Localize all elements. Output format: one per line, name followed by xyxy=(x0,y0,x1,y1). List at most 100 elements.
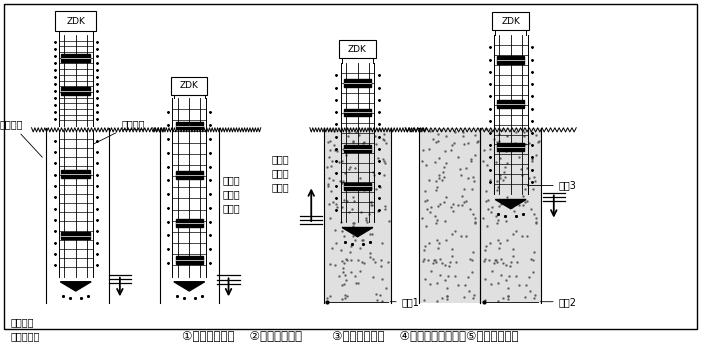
Point xyxy=(419,276,430,282)
Text: ZDK: ZDK xyxy=(501,16,520,26)
Point xyxy=(426,204,437,209)
Point xyxy=(327,177,339,183)
Point xyxy=(494,245,505,251)
Point xyxy=(490,213,501,218)
Point xyxy=(336,296,347,302)
Point xyxy=(447,209,458,214)
Point xyxy=(349,238,360,243)
Point xyxy=(469,215,480,220)
Point xyxy=(508,246,519,252)
Point xyxy=(367,274,379,280)
Point xyxy=(418,248,430,253)
Point xyxy=(491,220,503,226)
Point xyxy=(325,163,336,169)
Point xyxy=(340,257,351,262)
Point xyxy=(367,256,379,261)
Point xyxy=(336,158,348,163)
Point xyxy=(334,273,345,278)
Text: 水泥浆液
由钻头喷出: 水泥浆液 由钻头喷出 xyxy=(11,317,40,341)
Point xyxy=(506,147,517,153)
Point xyxy=(497,295,508,301)
Point xyxy=(429,213,440,218)
Point xyxy=(519,294,531,300)
Point xyxy=(377,136,388,141)
Point xyxy=(494,156,505,161)
Point xyxy=(337,266,348,271)
Point xyxy=(484,177,496,183)
Point xyxy=(321,295,332,301)
Point xyxy=(347,233,358,239)
Point xyxy=(357,259,368,265)
Point xyxy=(338,282,349,287)
Point xyxy=(418,147,429,153)
Point xyxy=(344,164,355,170)
Point xyxy=(349,165,360,170)
Point xyxy=(369,259,381,265)
Bar xyxy=(61,87,90,94)
Point xyxy=(353,281,364,286)
Point xyxy=(484,240,496,245)
Point xyxy=(379,137,390,142)
Point xyxy=(324,215,335,220)
Point xyxy=(466,269,477,274)
Text: ZDK: ZDK xyxy=(348,44,367,54)
Point xyxy=(333,159,344,165)
Point xyxy=(533,139,545,144)
Point xyxy=(466,186,477,191)
Point xyxy=(420,224,431,229)
Bar xyxy=(176,219,203,227)
Point xyxy=(355,245,366,251)
Point xyxy=(492,238,503,243)
Point xyxy=(479,257,491,262)
Point xyxy=(436,295,447,301)
Point xyxy=(367,202,378,208)
Point xyxy=(368,169,379,175)
Bar xyxy=(419,128,480,303)
Point xyxy=(431,184,442,189)
Point xyxy=(347,206,358,212)
Point xyxy=(522,233,533,239)
Point xyxy=(366,185,377,191)
Point xyxy=(433,245,444,251)
Polygon shape xyxy=(495,199,526,209)
Point xyxy=(519,133,530,139)
Point xyxy=(469,132,480,138)
Point xyxy=(522,165,533,170)
Point xyxy=(343,133,354,139)
Point xyxy=(335,219,346,225)
Point xyxy=(507,204,518,210)
Point xyxy=(353,132,365,138)
Point xyxy=(430,139,442,145)
Point xyxy=(482,162,493,168)
Point xyxy=(423,240,435,245)
Point xyxy=(465,158,476,163)
Point xyxy=(339,292,350,298)
Point xyxy=(336,248,347,253)
Point xyxy=(424,128,435,134)
Point xyxy=(530,219,541,225)
Point xyxy=(496,202,507,207)
Point xyxy=(419,198,430,204)
Point xyxy=(337,229,348,234)
Point xyxy=(352,144,363,149)
Point xyxy=(527,186,538,191)
Point xyxy=(439,199,450,204)
Point xyxy=(423,177,435,183)
Point xyxy=(491,178,503,184)
Point xyxy=(510,229,522,234)
Text: ①钻进搅拌下沉    ②桩底重复搅拌        ③钻杆搅拌提升    ④完成一幅墙体搅拌⑤下一循环开始: ①钻进搅拌下沉 ②桩底重复搅拌 ③钻杆搅拌提升 ④完成一幅墙体搅拌⑤下一循环开始 xyxy=(182,329,519,343)
Point xyxy=(441,294,452,299)
Point xyxy=(468,178,479,184)
Point xyxy=(452,202,463,208)
Point xyxy=(526,256,537,261)
Point xyxy=(440,262,451,268)
Point xyxy=(528,211,539,217)
Point xyxy=(494,131,505,137)
Point xyxy=(430,159,441,165)
Point xyxy=(339,233,350,238)
Point xyxy=(524,175,535,181)
Point xyxy=(355,186,366,191)
Point xyxy=(380,140,391,146)
Bar xyxy=(339,40,376,58)
Point xyxy=(379,160,390,166)
